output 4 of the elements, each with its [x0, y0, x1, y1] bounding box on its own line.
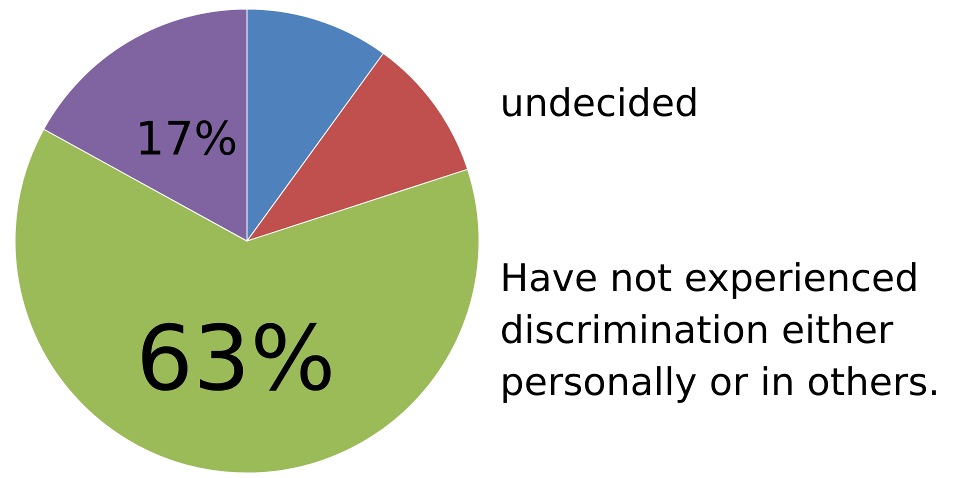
data-label: 63%	[136, 307, 336, 412]
slice-label: Have not experienced discrimination either personally or in others.	[500, 256, 940, 404]
data-label: 17%	[135, 112, 238, 166]
slice-label: undecided	[500, 81, 699, 125]
